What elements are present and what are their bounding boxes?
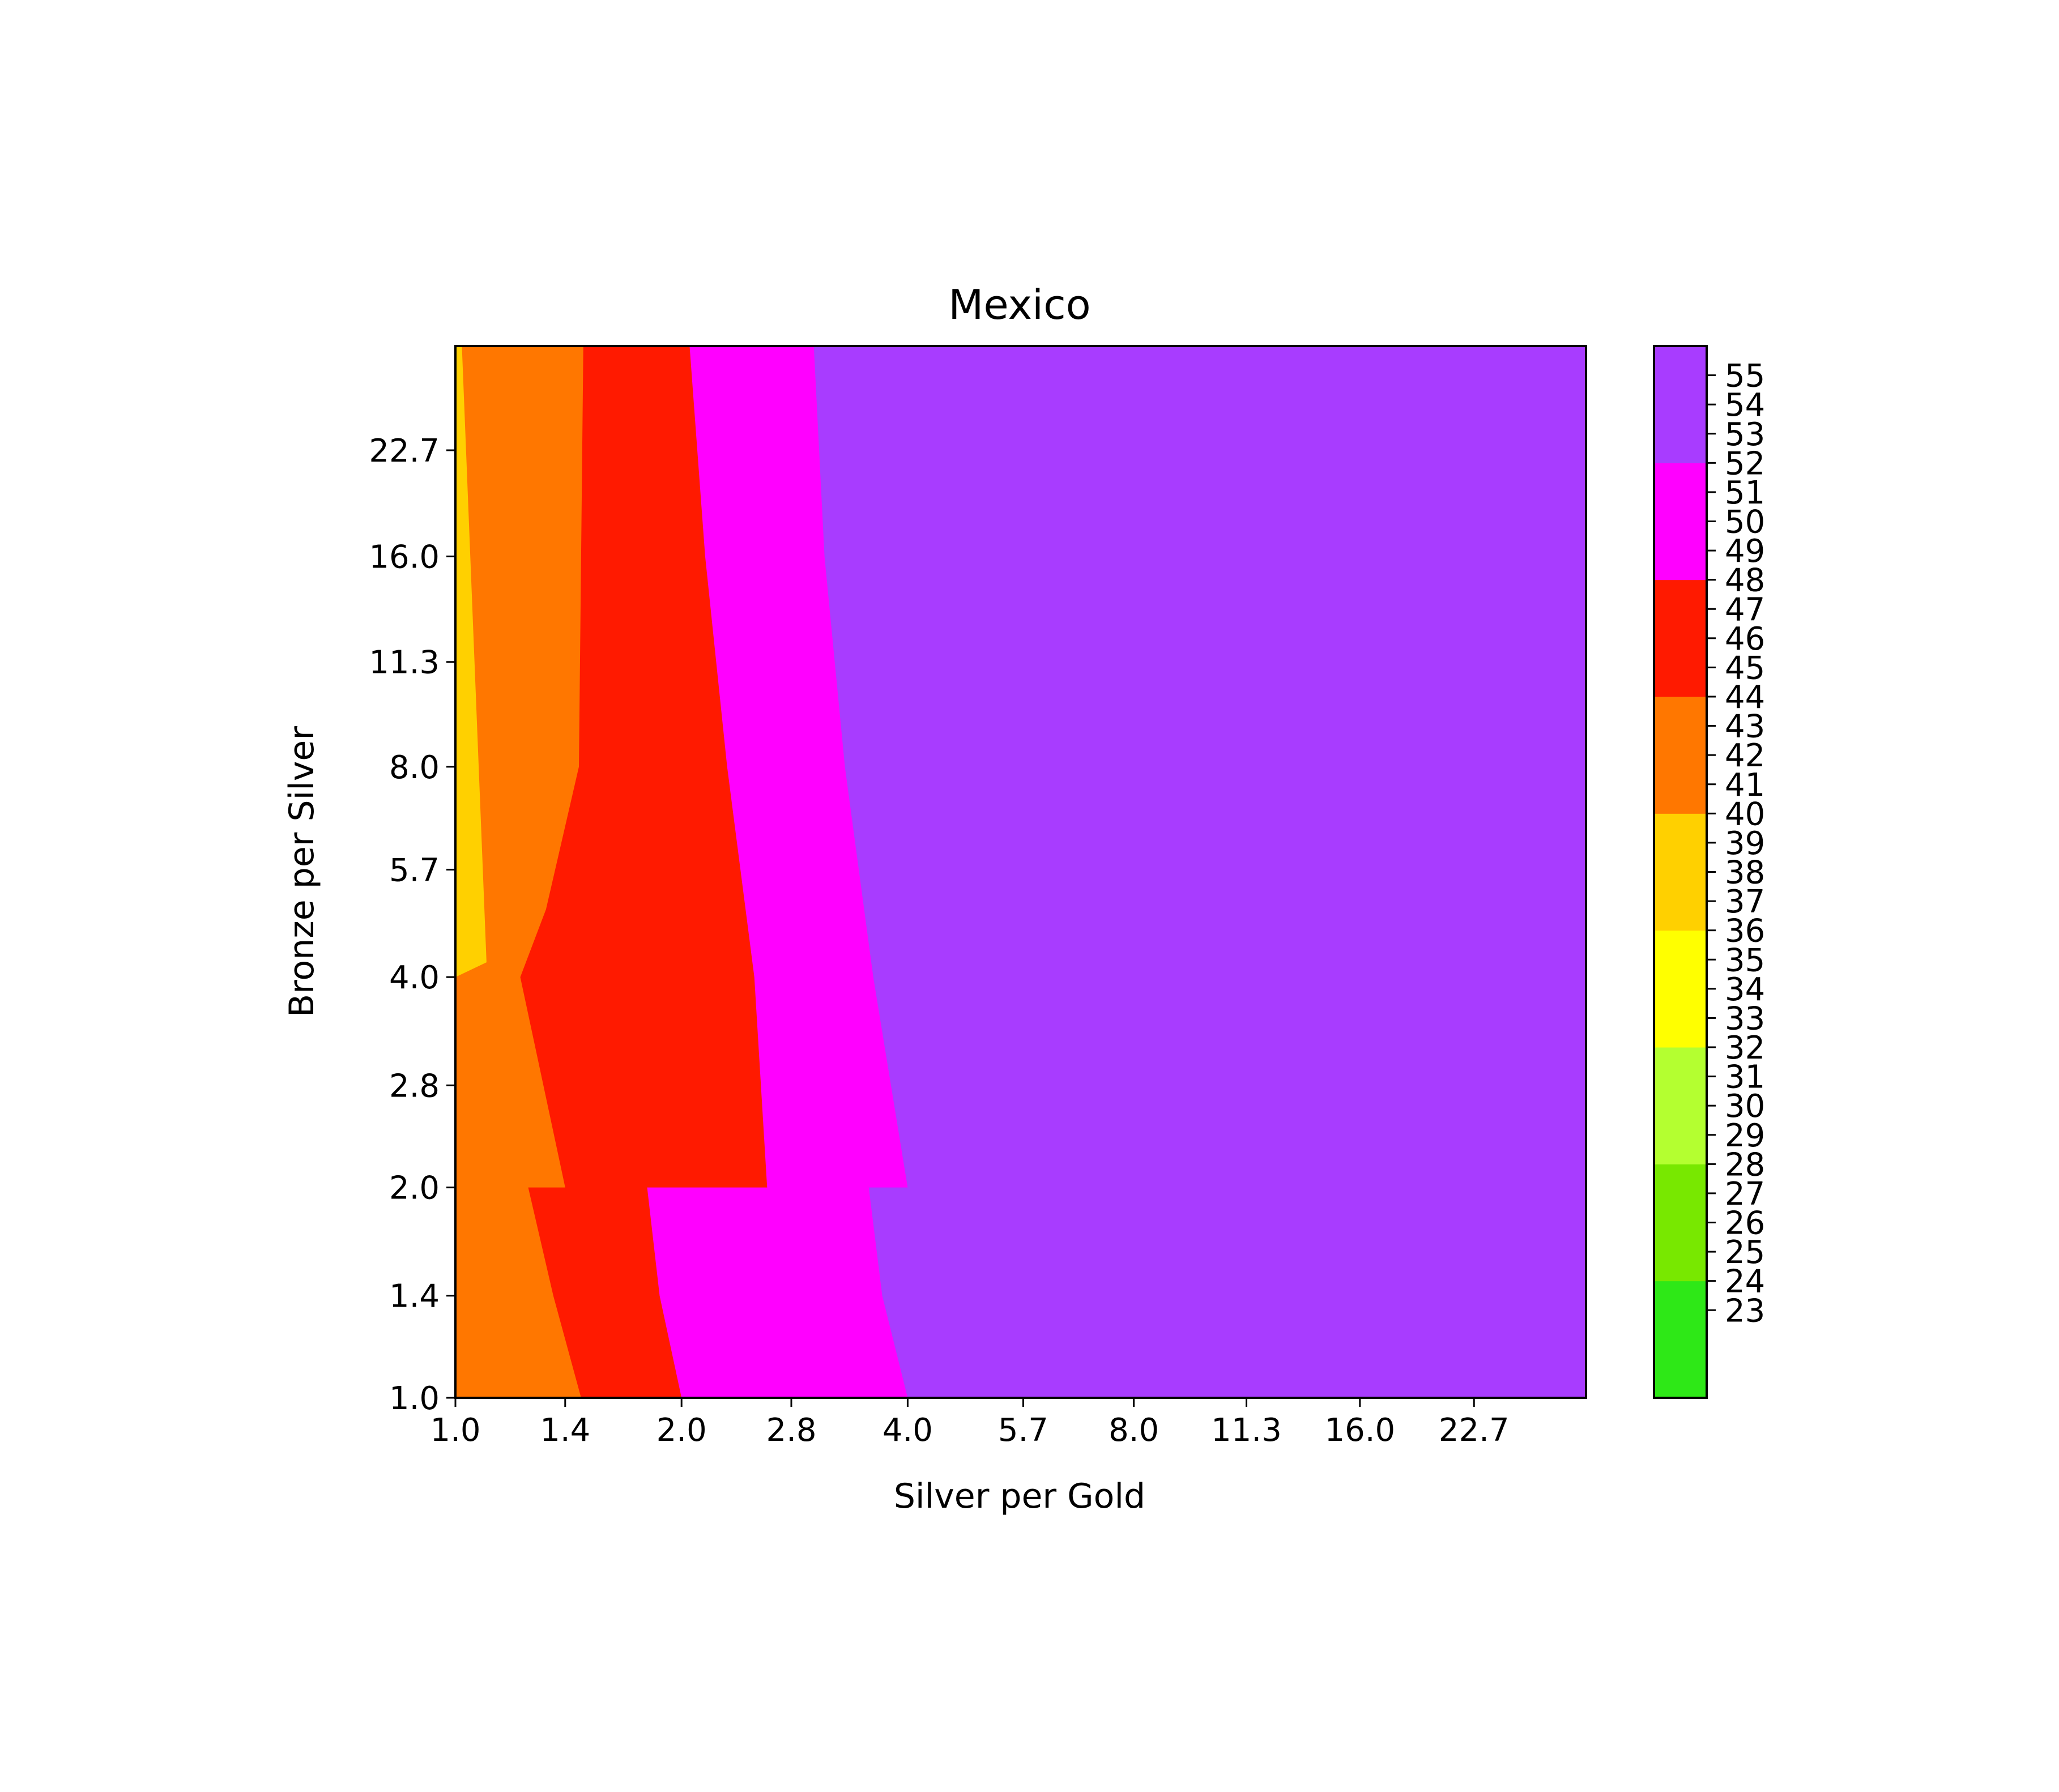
colorbar-band <box>1654 930 1707 1048</box>
y-tick-label: 2.8 <box>389 1068 440 1104</box>
y-tick-label: 2.0 <box>389 1170 440 1207</box>
colorbar-tick-label: 38 <box>1725 855 1765 891</box>
colorbar-tick-label: 54 <box>1725 387 1765 424</box>
colorbar-band <box>1654 1164 1707 1282</box>
colorbar-tick-label: 24 <box>1725 1264 1765 1300</box>
colorbar <box>1653 345 1708 1399</box>
colorbar-tick-label: 40 <box>1725 796 1765 833</box>
plot-frame <box>454 345 1587 1399</box>
x-tick-label: 22.7 <box>1439 1412 1510 1449</box>
chart-title: Mexico <box>948 281 1090 328</box>
colorbar-tick-label: 46 <box>1725 621 1765 658</box>
colorbar-tick-label: 30 <box>1725 1088 1765 1125</box>
colorbar-tick-label: 33 <box>1725 1000 1765 1037</box>
colorbar-tick-label: 26 <box>1725 1205 1765 1242</box>
y-tick-label: 4.0 <box>389 959 440 996</box>
colorbar-tick-label: 50 <box>1725 504 1765 541</box>
x-tick-label: 11.3 <box>1211 1412 1282 1449</box>
x-tick-label: 8.0 <box>1109 1412 1159 1449</box>
y-tick-label: 22.7 <box>369 433 440 470</box>
colorbar-band <box>1654 463 1707 581</box>
colorbar-tick-label: 23 <box>1725 1292 1765 1329</box>
colorbar-tick-label: 51 <box>1725 475 1765 511</box>
x-tick-label: 2.8 <box>766 1412 816 1449</box>
x-tick-label: 1.0 <box>430 1412 480 1449</box>
colorbar-tick-label: 55 <box>1725 358 1765 395</box>
colorbar-band <box>1654 1047 1707 1164</box>
y-tick-label: 16.0 <box>369 539 440 575</box>
x-tick-label: 2.0 <box>657 1412 707 1449</box>
y-tick-label: 1.0 <box>389 1380 440 1417</box>
colorbar-tick-label: 53 <box>1725 416 1765 453</box>
colorbar-tick-label: 28 <box>1725 1146 1765 1183</box>
colorbar-band <box>1654 813 1707 931</box>
colorbar-tick-label: 35 <box>1725 942 1765 979</box>
y-tick-label: 5.7 <box>389 852 440 889</box>
colorbar-ticks: 2324252627282930313233343536373839404142… <box>1707 358 1765 1329</box>
colorbar-tick-label: 31 <box>1725 1059 1765 1096</box>
x-tick-label: 1.4 <box>540 1412 590 1449</box>
x-tick-label: 5.7 <box>998 1412 1048 1449</box>
colorbar-tick-label: 29 <box>1725 1117 1765 1154</box>
colorbar-tick-label: 49 <box>1725 533 1765 570</box>
colorbar-tick-label: 52 <box>1725 445 1765 482</box>
colorbar-tick-label: 47 <box>1725 591 1765 628</box>
colorbar-tick-label: 45 <box>1725 650 1765 686</box>
x-axis-label: Silver per Gold <box>894 1477 1145 1516</box>
y-axis-ticks: 1.0 1.4 2.0 2.8 4.0 5.7 8.0 11.3 16.0 22.7 <box>369 433 455 1417</box>
x-axis-ticks: 1.0 1.4 2.0 2.8 4.0 5.7 8.0 11.3 16.0 22.7 <box>430 1398 1510 1449</box>
colorbar-band <box>1654 697 1707 814</box>
colorbar-band <box>1654 579 1707 697</box>
colorbar-tick-label: 25 <box>1725 1234 1765 1271</box>
colorbar-tick-label: 32 <box>1725 1030 1765 1066</box>
y-tick-label: 8.0 <box>389 749 440 786</box>
region-36-40 <box>455 346 487 978</box>
y-tick-label: 1.4 <box>389 1278 440 1315</box>
y-tick-label: 11.3 <box>369 645 440 681</box>
x-tick-label: 16.0 <box>1324 1412 1395 1449</box>
colorbar-tick-label: 39 <box>1725 825 1765 862</box>
colorbar-tick-label: 44 <box>1725 679 1765 716</box>
colorbar-tick-label: 37 <box>1725 884 1765 920</box>
plot-regions <box>455 346 1586 1398</box>
x-tick-label: 4.0 <box>883 1412 933 1449</box>
y-axis-label: Bronze per Silver <box>282 726 322 1017</box>
colorbar-band <box>1654 1281 1707 1398</box>
colorbar-tick-label: 43 <box>1725 709 1765 745</box>
colorbar-tick-label: 48 <box>1725 562 1765 599</box>
colorbar-tick-label: 42 <box>1725 737 1765 774</box>
colorbar-tick-label: 41 <box>1725 767 1765 804</box>
region-52-56 <box>813 346 1586 1398</box>
colorbar-band <box>1654 346 1707 463</box>
colorbar-tick-label: 34 <box>1725 971 1765 1008</box>
colorbar-tick-label: 27 <box>1725 1176 1765 1213</box>
colorbar-tick-label: 36 <box>1725 913 1765 950</box>
